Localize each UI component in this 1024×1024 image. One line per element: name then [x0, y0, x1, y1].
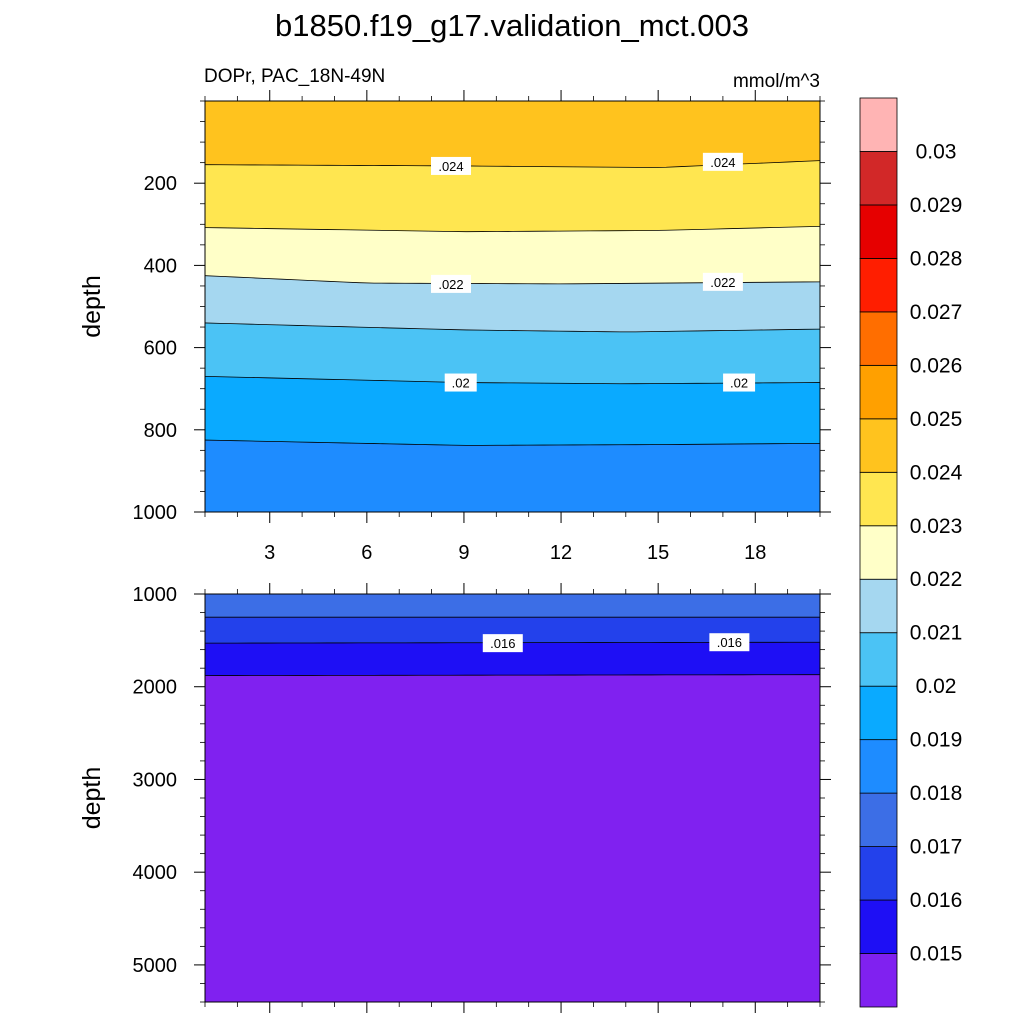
y-tick-label: 4000 [133, 862, 178, 884]
colorbar-swatch [859, 846, 898, 901]
y-tick-label: 5000 [133, 955, 178, 977]
contour-label: .022 [702, 272, 743, 291]
contour-line-0.021 [205, 322, 820, 333]
contour-line-0.02 [205, 375, 820, 385]
colorbar-swatch [859, 258, 898, 313]
y-tick-label: 1000 [133, 584, 178, 606]
contour-band-0.022-0.023 [205, 226, 820, 284]
contour-band-0.015-0.016 [205, 642, 820, 676]
colorbar-swatch [859, 685, 898, 741]
contour-band-0.021-0.022 [205, 275, 820, 332]
colorbar-label: 0.015 [910, 943, 963, 966]
colorbar-label: 0.027 [910, 301, 963, 324]
colorbar-swatch [859, 97, 898, 152]
contour-label: .024 [702, 152, 743, 171]
figure-title: b1850.f19_g17.validation_mct.003 [275, 8, 749, 43]
contour-line-0.015 [205, 674, 820, 676]
y-axis-label: depth [78, 275, 106, 338]
y-tick-label: 600 [144, 338, 177, 360]
colorbar-label: 0.023 [910, 515, 963, 538]
contour-band-0.023-0.024 [205, 160, 820, 232]
colorbar-swatch [859, 632, 898, 687]
y-tick-label: 200 [144, 173, 177, 195]
x-tick-label: 15 [647, 542, 669, 564]
svg-text:.022: .022 [438, 277, 463, 292]
colorbar-swatch [859, 418, 898, 473]
colorbar-label: 0.03 [916, 140, 957, 163]
colorbar-swatch [859, 899, 898, 954]
y-axis-label: depth [78, 767, 106, 830]
y-tick-label: 1000 [133, 502, 178, 524]
contour-label: .02 [444, 373, 477, 392]
colorbar-label: 0.017 [910, 836, 963, 859]
contour-label: .016 [709, 633, 750, 652]
lower-depth-panel: .016 .016 1000 2000 3000 4000 5000 depth [78, 583, 831, 1013]
contour-label: .016 [482, 634, 523, 653]
colorbar-label: 0.021 [910, 622, 963, 645]
panel-subtitle-left: DOPr, PAC_18N-49N [204, 66, 385, 87]
upper-depth-panel: .024 .024 .022 .022 .02 .02 3 6 9 12 15 18 200 400 600… [78, 90, 831, 564]
contour-band-0.024-0.025 [205, 101, 820, 168]
colorbar-swatch [859, 792, 898, 847]
svg-text:.022: .022 [710, 275, 735, 290]
contour-line-0.023 [205, 225, 820, 233]
svg-text:.02: .02 [452, 376, 470, 391]
colorbar-swatch [859, 471, 898, 527]
x-tick-label: 6 [361, 542, 372, 564]
colorbar-label: 0.02 [916, 675, 957, 698]
svg-text:.016: .016 [717, 635, 742, 650]
x-tick-label: 9 [458, 542, 469, 564]
x-tick-label: 18 [744, 542, 766, 564]
svg-text:.024: .024 [438, 159, 463, 174]
colorbar-swatch [859, 953, 898, 1008]
colorbar-label: 0.019 [910, 729, 963, 752]
colorbar-label: 0.016 [910, 889, 963, 912]
colorbar-label: 0.024 [910, 461, 963, 484]
svg-text:.02: .02 [730, 376, 748, 391]
y-tick-label: 3000 [133, 769, 178, 791]
contour-band-0.014-0.015 [205, 674, 820, 1002]
colorbar-label: 0.026 [910, 354, 963, 377]
contour-band-0.018-0.019 [205, 440, 820, 512]
x-tick-label: 12 [550, 542, 572, 564]
colorbar-swatch [859, 578, 898, 634]
colorbar-label: 0.025 [910, 408, 963, 431]
y-tick-label: 400 [144, 255, 177, 277]
contour-label: .024 [431, 156, 471, 175]
svg-text:.024: .024 [710, 155, 735, 170]
colorbar-label: 0.028 [910, 247, 963, 270]
colorbar-swatch [859, 204, 898, 259]
contour-label: .02 [723, 373, 756, 392]
colorbar-label: 0.022 [910, 568, 963, 591]
contour-band-0.02-0.021 [205, 322, 820, 384]
contour-band-0.017-0.018 [205, 594, 820, 618]
contour-band-0.019-0.02 [205, 376, 820, 446]
colorbar-swatch [859, 525, 898, 580]
x-tick-label: 3 [264, 542, 275, 564]
colorbar-swatch [859, 151, 898, 206]
contour-band-0.016-0.017 [205, 617, 820, 644]
colorbar-swatch [859, 739, 898, 794]
contour-line-0.019 [205, 439, 820, 446]
colorbar-swatch [859, 364, 898, 420]
panel-subtitle-right: mmol/m^3 [733, 71, 820, 92]
colorbar-label: 0.029 [910, 194, 963, 217]
y-tick-label: 2000 [133, 677, 178, 699]
y-tick-label: 800 [144, 420, 177, 442]
colorbar: 0.015 0.016 0.017 0.018 0.019 0.02 0.021 0.022 0… [859, 97, 963, 1008]
contour-label: .022 [431, 274, 471, 293]
colorbar-swatch [859, 311, 898, 366]
colorbar-label: 0.018 [910, 782, 963, 805]
svg-text:.016: .016 [490, 636, 515, 651]
